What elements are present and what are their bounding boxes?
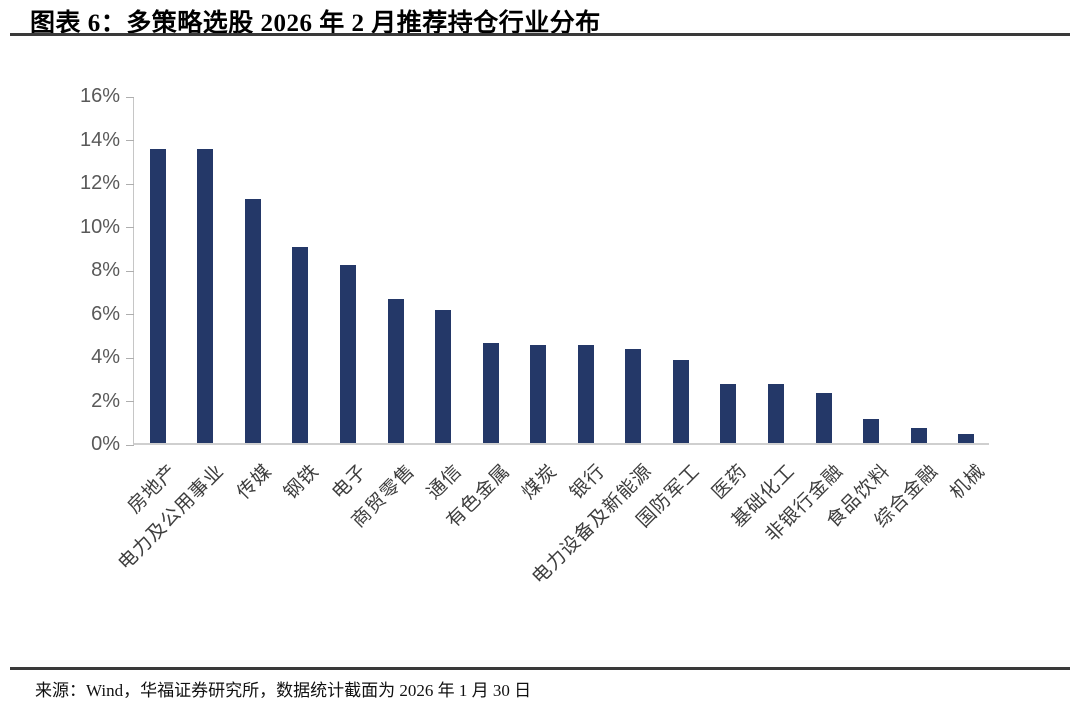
y-axis-tick [126, 270, 134, 272]
bar [149, 149, 166, 443]
bar [530, 345, 547, 443]
bar [340, 264, 356, 443]
x-tick-label: 煤炭 [518, 460, 562, 504]
y-axis-tick [126, 140, 134, 141]
y-tick-label: 16% [79, 85, 120, 108]
y-tick-label: 4% [91, 346, 120, 369]
y-axis-tick [126, 96, 134, 98]
bar [720, 384, 737, 443]
y-tick-label: 2% [91, 389, 120, 412]
y-axis-tick [126, 183, 134, 185]
bar [577, 345, 594, 443]
y-axis-tick [126, 227, 134, 228]
bar [672, 360, 689, 443]
plot-area: 0% 2% 4% 6% 8% 10% 12% 14% 16% 房地产 电力及公用事业 传媒 钢铁 电子 商贸… [80, 85, 990, 588]
bar [910, 427, 927, 443]
y-tick-label: 8% [91, 259, 120, 282]
bar [863, 419, 880, 443]
bar [958, 434, 975, 443]
y-axis-tick [126, 314, 134, 315]
bar [197, 149, 214, 443]
y-tick-label: 10% [79, 215, 120, 238]
y-tick-label: 0% [91, 433, 120, 456]
x-tick-label: 机械 [946, 460, 990, 504]
y-axis-tick [126, 444, 134, 446]
y-tick-label: 14% [79, 128, 120, 151]
bar [244, 199, 261, 443]
bar [387, 299, 404, 443]
footer-divider [10, 667, 1070, 670]
y-tick-label: 12% [79, 172, 120, 195]
bar [292, 247, 309, 443]
bar [435, 310, 452, 443]
chart-title: 图表 6：多策略选股 2026 年 2 月推荐持仓行业分布 [30, 10, 601, 37]
bar [625, 349, 642, 443]
y-axis-tick [126, 401, 134, 402]
x-tick-label: 传媒 [233, 460, 277, 504]
y-tick-label: 6% [91, 302, 120, 325]
y-axis-tick [126, 357, 134, 359]
x-tick-label: 钢铁 [280, 460, 324, 504]
source-note: 来源：Wind，华福证券研究所，数据统计截面为 2026 年 1 月 30 日 [35, 681, 532, 700]
title-divider [10, 33, 1070, 36]
bar [482, 342, 499, 443]
bar [815, 392, 832, 443]
bar [768, 384, 784, 443]
